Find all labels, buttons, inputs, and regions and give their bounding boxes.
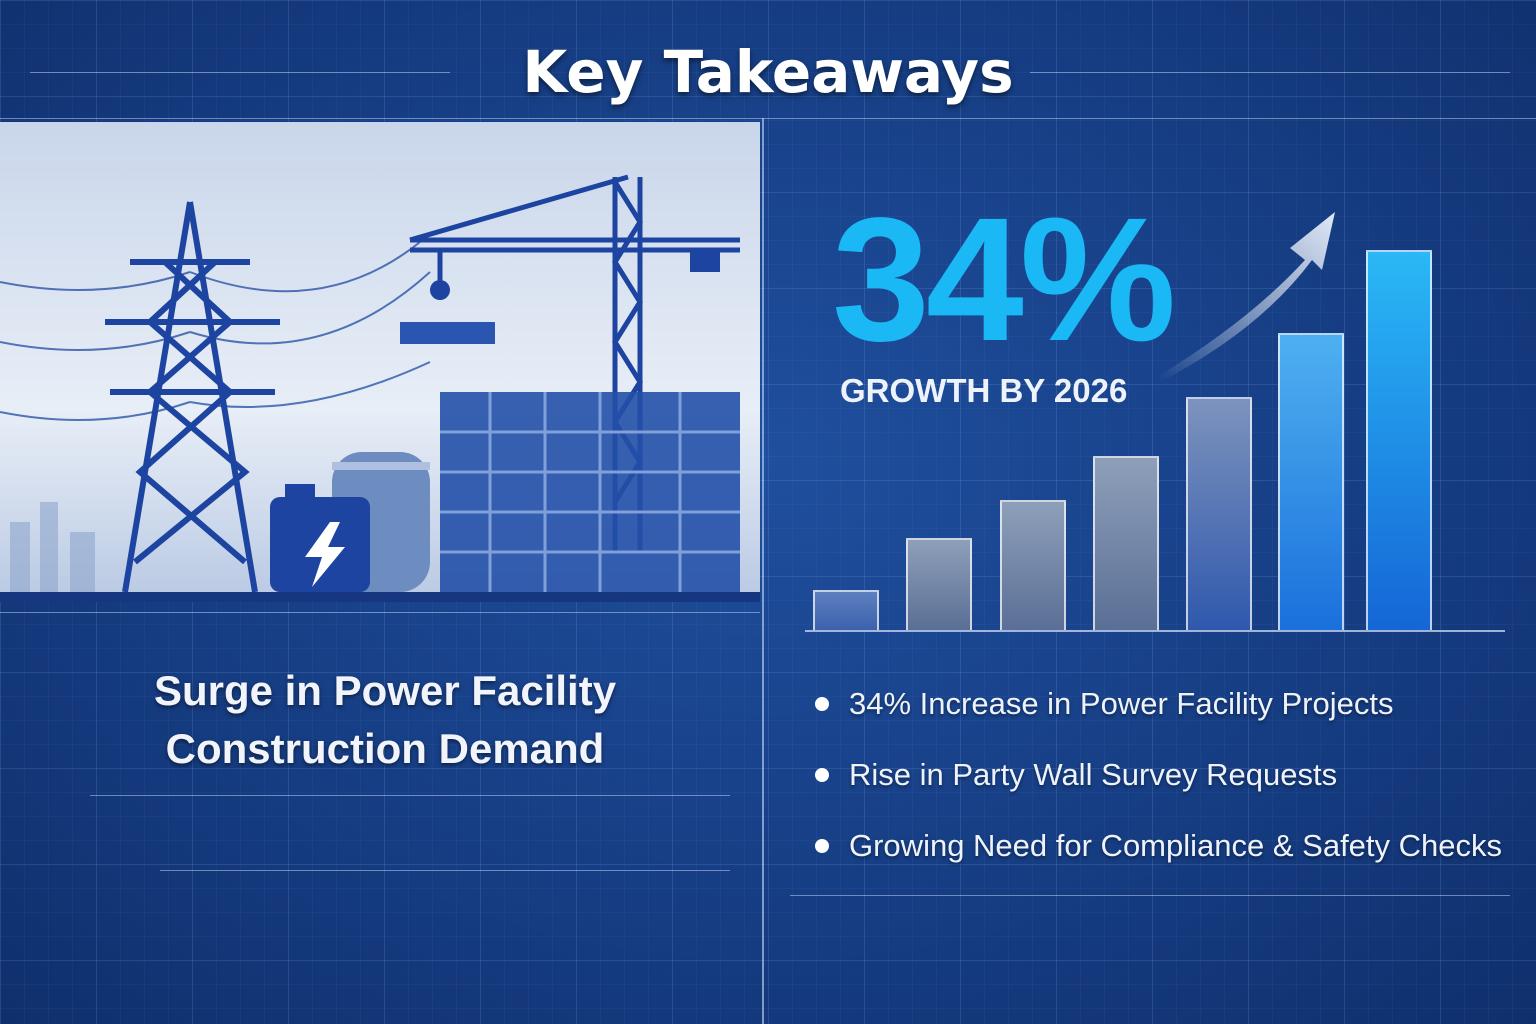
bullet-icon [815,838,829,853]
bullet-icon [815,696,829,711]
chart-bar [1366,250,1432,630]
title-rule-left [30,72,450,73]
growth-caption: GROWTH BY 2026 [840,372,1128,409]
growth-stat: 34% [832,182,1176,378]
headline-line-1: Surge in Power Facility [153,667,617,714]
chart-bar [1000,500,1066,630]
chart-bar [1093,456,1159,630]
list-item-text: Growing Need for Compliance & Safety Che… [849,827,1503,863]
transmission-tower-icon [105,201,280,593]
bullet-icon [815,767,829,782]
power-construction-illustration [0,122,760,602]
list-item-text: Rise in Party Wall Survey Requests [849,756,1338,792]
divider [762,118,764,1024]
list-item: Growing Need for Compliance & Safety Che… [815,810,1502,881]
chart-baseline [805,630,1505,632]
page-title: Key Takeaways [522,38,1014,106]
divider [790,895,1510,896]
chart-bar [906,538,972,630]
list-item-text: 34% Increase in Power Facility Projects [849,685,1394,721]
list-item: 34% Increase in Power Facility Projects [815,668,1502,739]
divider [160,870,730,871]
chart-bar [1186,397,1252,630]
takeaway-list: 34% Increase in Power Facility Projects … [815,668,1502,881]
list-item: Rise in Party Wall Survey Requests [815,739,1502,810]
divider [0,612,760,613]
battery-lightning-icon [270,484,370,592]
headline: Surge in Power Facility Construction Dem… [40,662,730,778]
chart-bar [813,590,879,630]
growth-arrow-icon [1160,212,1335,382]
divider [0,118,1536,119]
headline-line-2: Construction Demand [165,725,605,772]
building-frame-icon [440,392,740,592]
title-rule-right [1030,72,1510,73]
chart-bar [1278,333,1344,630]
divider [90,795,730,796]
